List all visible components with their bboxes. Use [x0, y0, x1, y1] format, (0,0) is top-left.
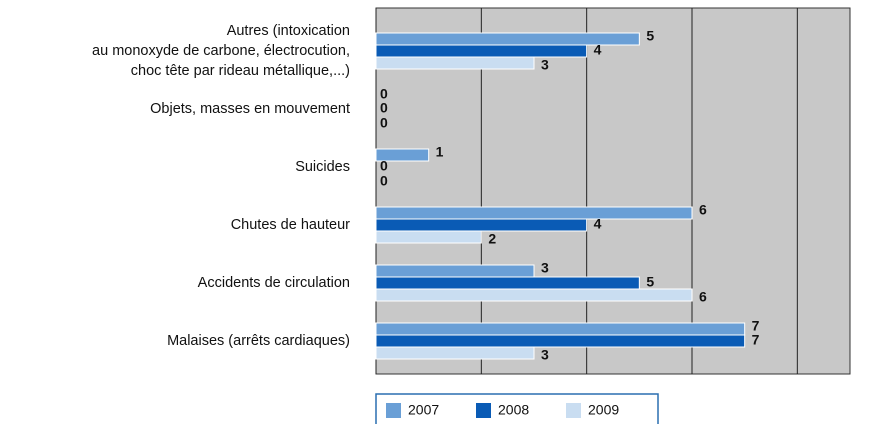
bar [375, 322, 746, 336]
category-label: Suicides [295, 159, 350, 175]
legend-label: 2008 [498, 402, 529, 418]
value-label: 0 [380, 158, 388, 174]
bar [375, 56, 535, 70]
value-label: 4 [594, 216, 602, 232]
bar [375, 206, 693, 220]
value-label: 3 [541, 260, 549, 276]
legend-label: 2007 [408, 402, 439, 418]
value-label: 5 [646, 274, 654, 290]
bar [375, 264, 535, 278]
bar [375, 334, 746, 348]
bar [375, 276, 640, 290]
value-label: 6 [699, 202, 707, 218]
value-label: 2 [488, 231, 496, 247]
legend-box [375, 393, 659, 424]
category-label: Chutes de hauteur [230, 217, 350, 233]
bar [375, 288, 693, 302]
value-label: 0 [380, 100, 388, 116]
value-label: 0 [380, 173, 388, 189]
value-label: 3 [541, 57, 549, 73]
value-label: 0 [380, 86, 388, 102]
bar [375, 230, 482, 244]
bar [375, 148, 430, 162]
bar [375, 218, 588, 232]
value-label: 4 [594, 42, 602, 58]
value-label: 0 [380, 115, 388, 131]
legend-label: 2009 [588, 402, 619, 418]
category-label: Objets, masses en mouvement [150, 101, 350, 117]
category-label: Malaises (arrêts cardiaques) [167, 333, 350, 349]
value-label: 5 [646, 28, 654, 44]
value-label: 7 [752, 318, 760, 334]
legend-swatch [386, 403, 401, 418]
category-label: Accidents de circulation [197, 275, 350, 291]
value-label: 6 [699, 289, 707, 305]
bar [375, 44, 588, 58]
bar [375, 346, 535, 360]
category-label: Autres (intoxication au monoxyde de carb… [92, 23, 350, 79]
legend-swatch [476, 403, 491, 418]
legend-swatch [566, 403, 581, 418]
value-label: 7 [752, 332, 760, 348]
value-label: 3 [541, 347, 549, 363]
value-label: 1 [436, 144, 444, 160]
